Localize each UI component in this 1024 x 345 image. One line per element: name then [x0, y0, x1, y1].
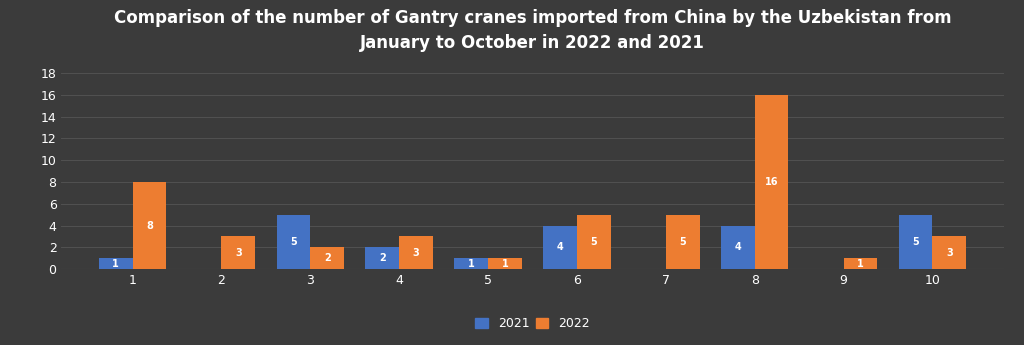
Text: 3: 3: [234, 248, 242, 258]
Bar: [98, 258, 132, 269]
Text: 5: 5: [679, 237, 686, 247]
Bar: [221, 236, 255, 269]
Bar: [899, 215, 933, 269]
Title: Comparison of the number of Gantry cranes imported from China by the Uzbekistan : Comparison of the number of Gantry crane…: [114, 9, 951, 52]
Bar: [310, 247, 344, 269]
Text: 1: 1: [113, 259, 119, 269]
Bar: [488, 258, 522, 269]
Bar: [755, 95, 788, 269]
Bar: [399, 236, 433, 269]
Bar: [721, 226, 755, 269]
Bar: [366, 247, 399, 269]
Text: 5: 5: [912, 237, 919, 247]
Text: 2: 2: [379, 253, 386, 263]
Text: 2: 2: [324, 253, 331, 263]
Text: 3: 3: [413, 248, 420, 258]
Bar: [132, 182, 166, 269]
Bar: [933, 236, 967, 269]
Text: 5: 5: [290, 237, 297, 247]
Text: 1: 1: [502, 259, 508, 269]
Text: 1: 1: [857, 259, 864, 269]
Bar: [666, 215, 699, 269]
Text: 4: 4: [557, 242, 563, 252]
Bar: [276, 215, 310, 269]
Bar: [543, 226, 577, 269]
Bar: [577, 215, 610, 269]
Text: 1: 1: [468, 259, 474, 269]
Bar: [844, 258, 878, 269]
Text: 3: 3: [946, 248, 952, 258]
Text: 8: 8: [146, 220, 153, 230]
Text: 5: 5: [591, 237, 597, 247]
Legend: 2021, 2022: 2021, 2022: [470, 312, 595, 335]
Text: 16: 16: [765, 177, 778, 187]
Text: 4: 4: [734, 242, 741, 252]
Bar: [455, 258, 488, 269]
